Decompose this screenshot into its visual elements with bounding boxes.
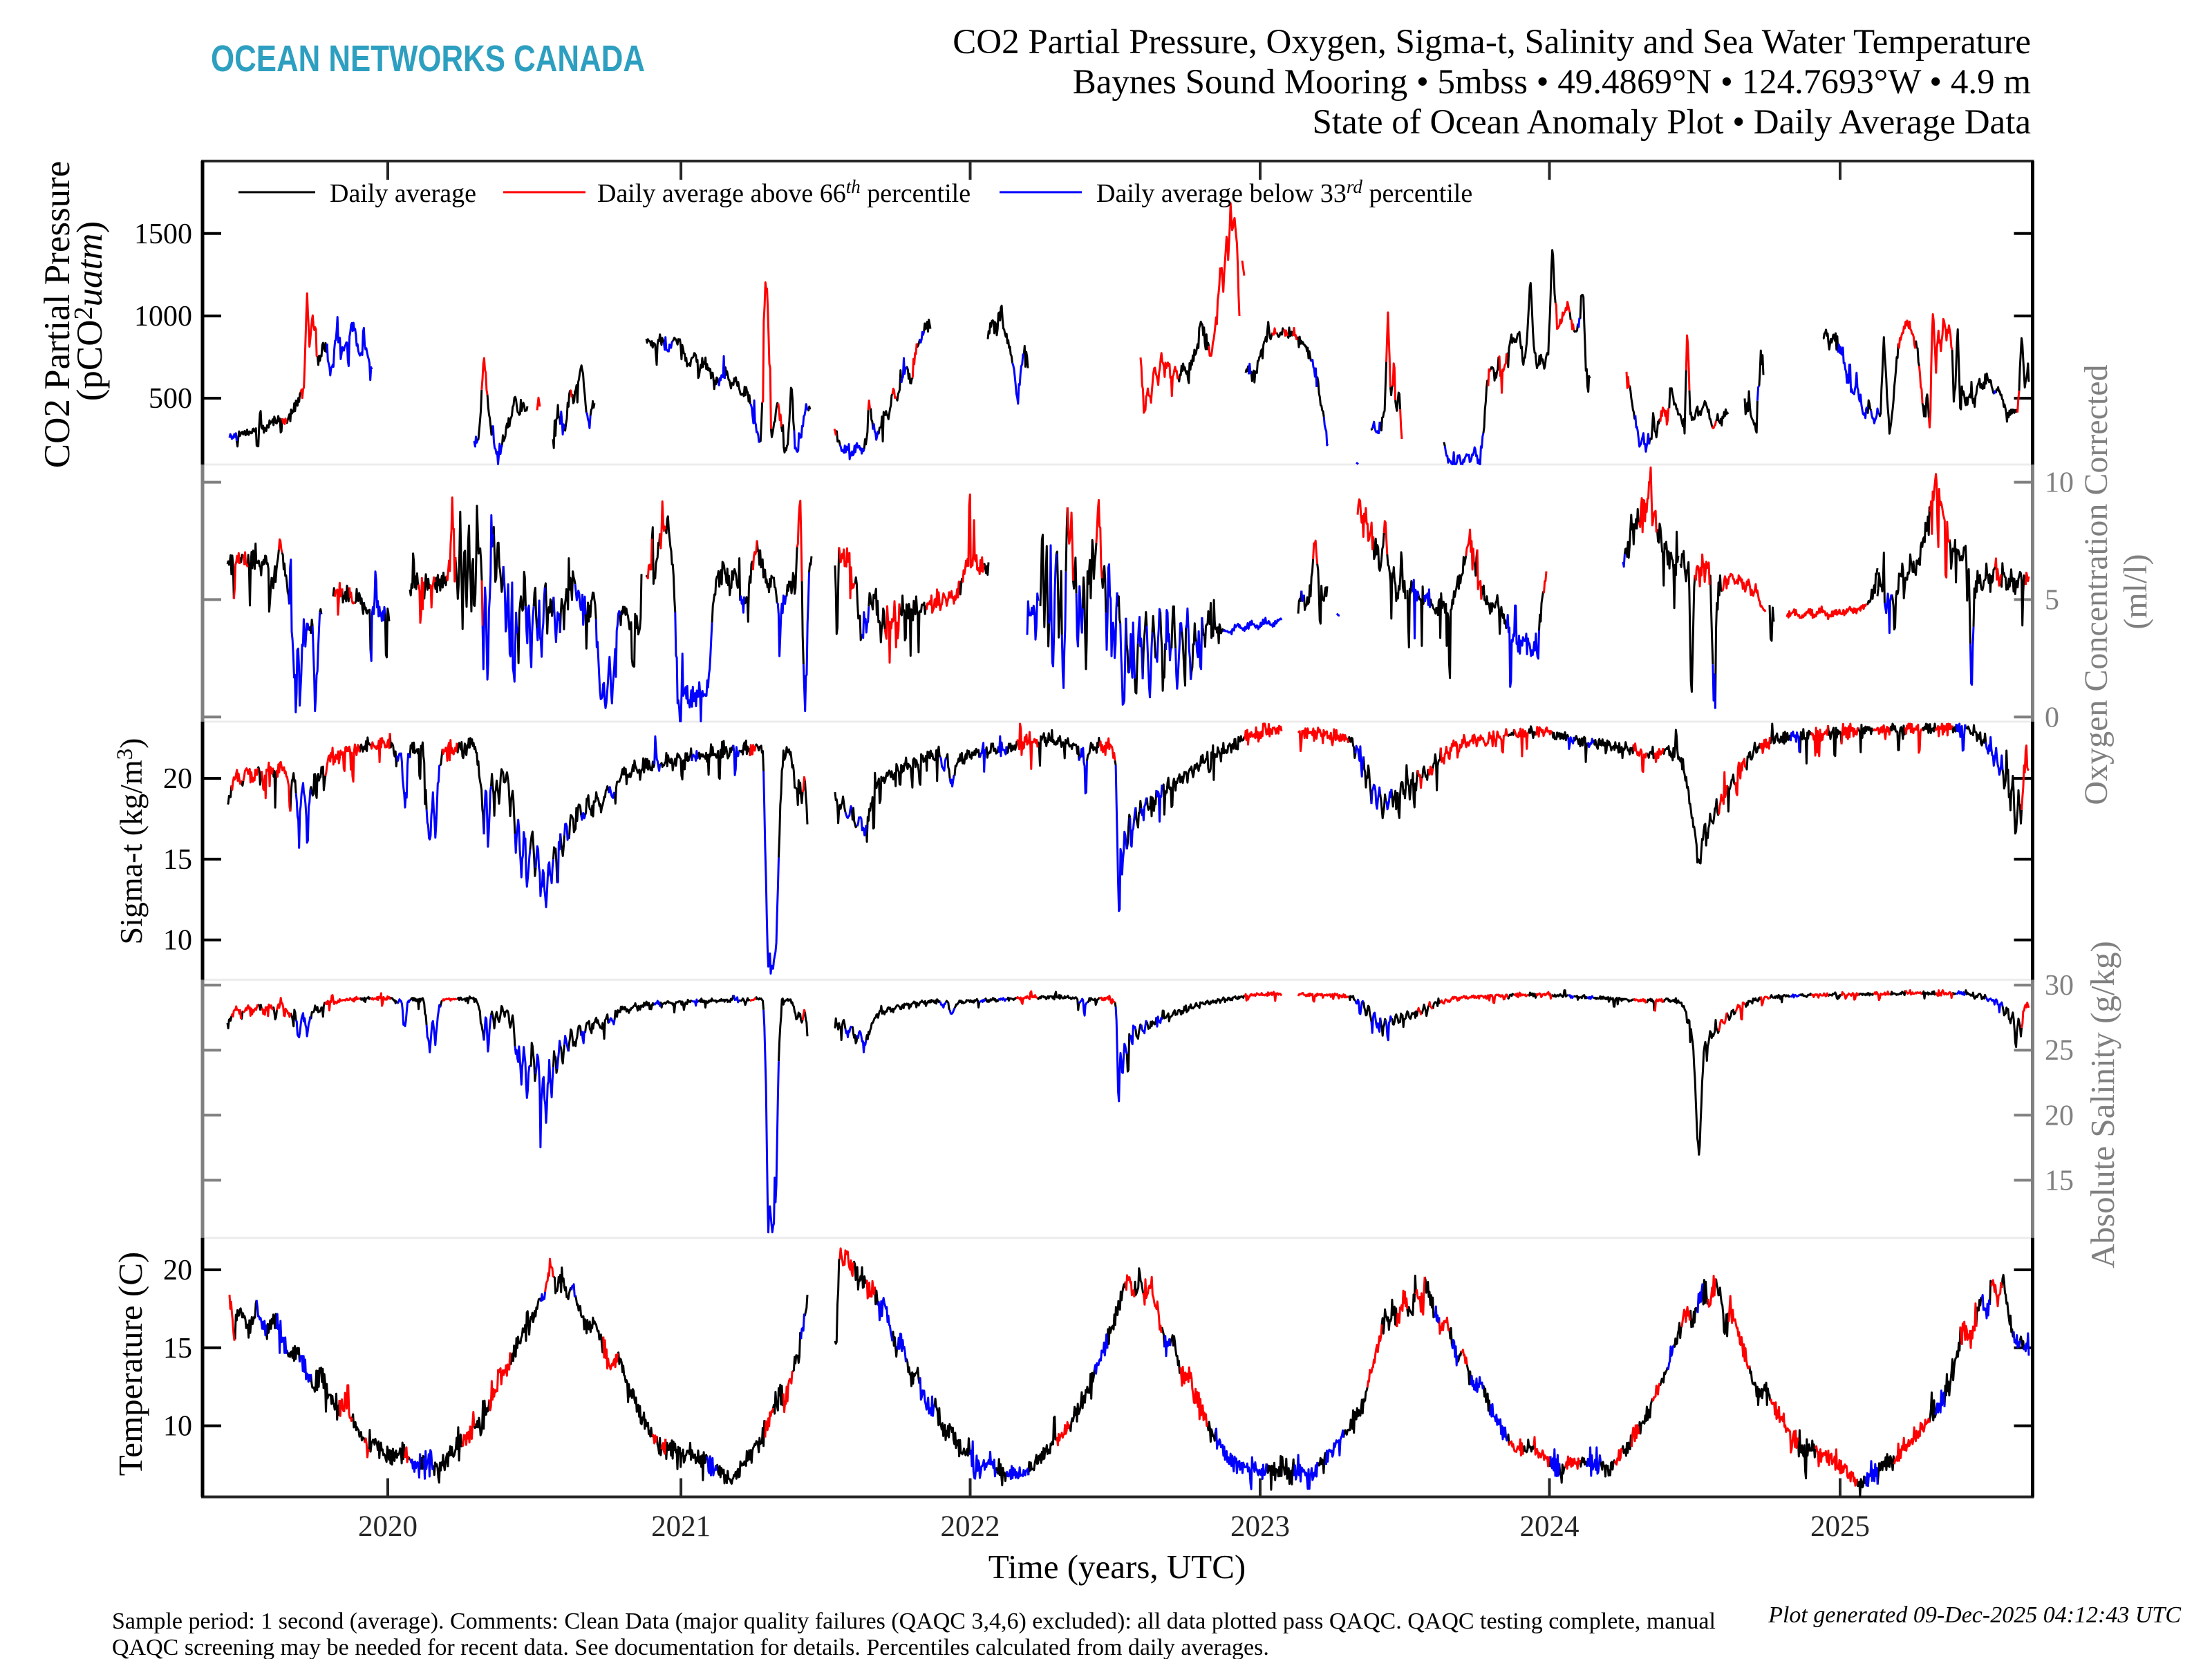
svg-text:2025: 2025 — [1810, 1510, 1870, 1543]
svg-text:15: 15 — [163, 844, 192, 876]
svg-text:Sample period: 1 second (avera: Sample period: 1 second (average). Comme… — [112, 1609, 1716, 1634]
svg-text:2023: 2023 — [1230, 1510, 1290, 1543]
svg-text:Daily average: Daily average — [330, 179, 476, 208]
svg-text:20: 20 — [2045, 1100, 2074, 1132]
svg-text:Daily average above 66th perce: Daily average above 66th percentile — [597, 176, 971, 208]
svg-text:10: 10 — [163, 925, 192, 957]
svg-text:25: 25 — [2045, 1035, 2074, 1067]
svg-text:Absolute Salinity (g/kg): Absolute Salinity (g/kg) — [2083, 941, 2121, 1268]
svg-text:10: 10 — [163, 1411, 192, 1443]
svg-text:(ml/l): (ml/l) — [2117, 554, 2154, 629]
svg-text:15: 15 — [163, 1333, 192, 1365]
svg-text:20: 20 — [163, 1255, 192, 1286]
svg-text:Temperature (C): Temperature (C) — [111, 1252, 149, 1476]
svg-text:10: 10 — [2045, 467, 2074, 499]
svg-text:State of Ocean Anomaly Plot •: State of Ocean Anomaly Plot • Daily Aver… — [1313, 103, 2031, 142]
svg-text:Plot generated 09-Dec-2025 04:: Plot generated 09-Dec-2025 04:12:43 UTC — [1768, 1602, 2181, 1628]
svg-text:5: 5 — [2045, 584, 2059, 616]
svg-text:(pCO2uatm): (pCO2uatm) — [69, 221, 110, 401]
svg-text:15: 15 — [2045, 1165, 2074, 1197]
svg-text:500: 500 — [149, 383, 192, 415]
svg-text:2022: 2022 — [941, 1510, 1000, 1543]
svg-text:30: 30 — [2045, 970, 2074, 1002]
svg-text:1500: 1500 — [134, 218, 192, 250]
svg-text:20: 20 — [163, 763, 192, 795]
svg-text:Time (years, UTC): Time (years, UTC) — [988, 1548, 1246, 1586]
svg-text:CO2 Partial Pressure: CO2 Partial Pressure — [37, 161, 77, 469]
svg-text:1000: 1000 — [134, 301, 192, 332]
svg-text:OCEAN NETWORKS CANADA: OCEAN NETWORKS CANADA — [211, 38, 645, 79]
svg-text:Daily average below 33rd perce: Daily average below 33rd percentile — [1096, 176, 1472, 208]
svg-text:Sigma-t (kg/m3): Sigma-t (kg/m3) — [113, 738, 149, 945]
svg-text:CO2 Partial Pressure, Oxygen,: CO2 Partial Pressure, Oxygen, Sigma-t, S… — [953, 23, 2031, 62]
svg-text:QAQC screening may be needed f: QAQC screening may be needed for recent … — [112, 1635, 1269, 1659]
svg-text:2020: 2020 — [358, 1510, 418, 1543]
svg-text:2024: 2024 — [1520, 1510, 1580, 1543]
svg-text:0: 0 — [2045, 702, 2059, 733]
svg-text:2021: 2021 — [651, 1510, 711, 1543]
svg-text:Oxygen Concentration Corrected: Oxygen Concentration Corrected — [2078, 364, 2115, 805]
svg-text:Baynes Sound Mooring • 5mbss •: Baynes Sound Mooring • 5mbss • 49.4869°N… — [1073, 63, 2031, 102]
